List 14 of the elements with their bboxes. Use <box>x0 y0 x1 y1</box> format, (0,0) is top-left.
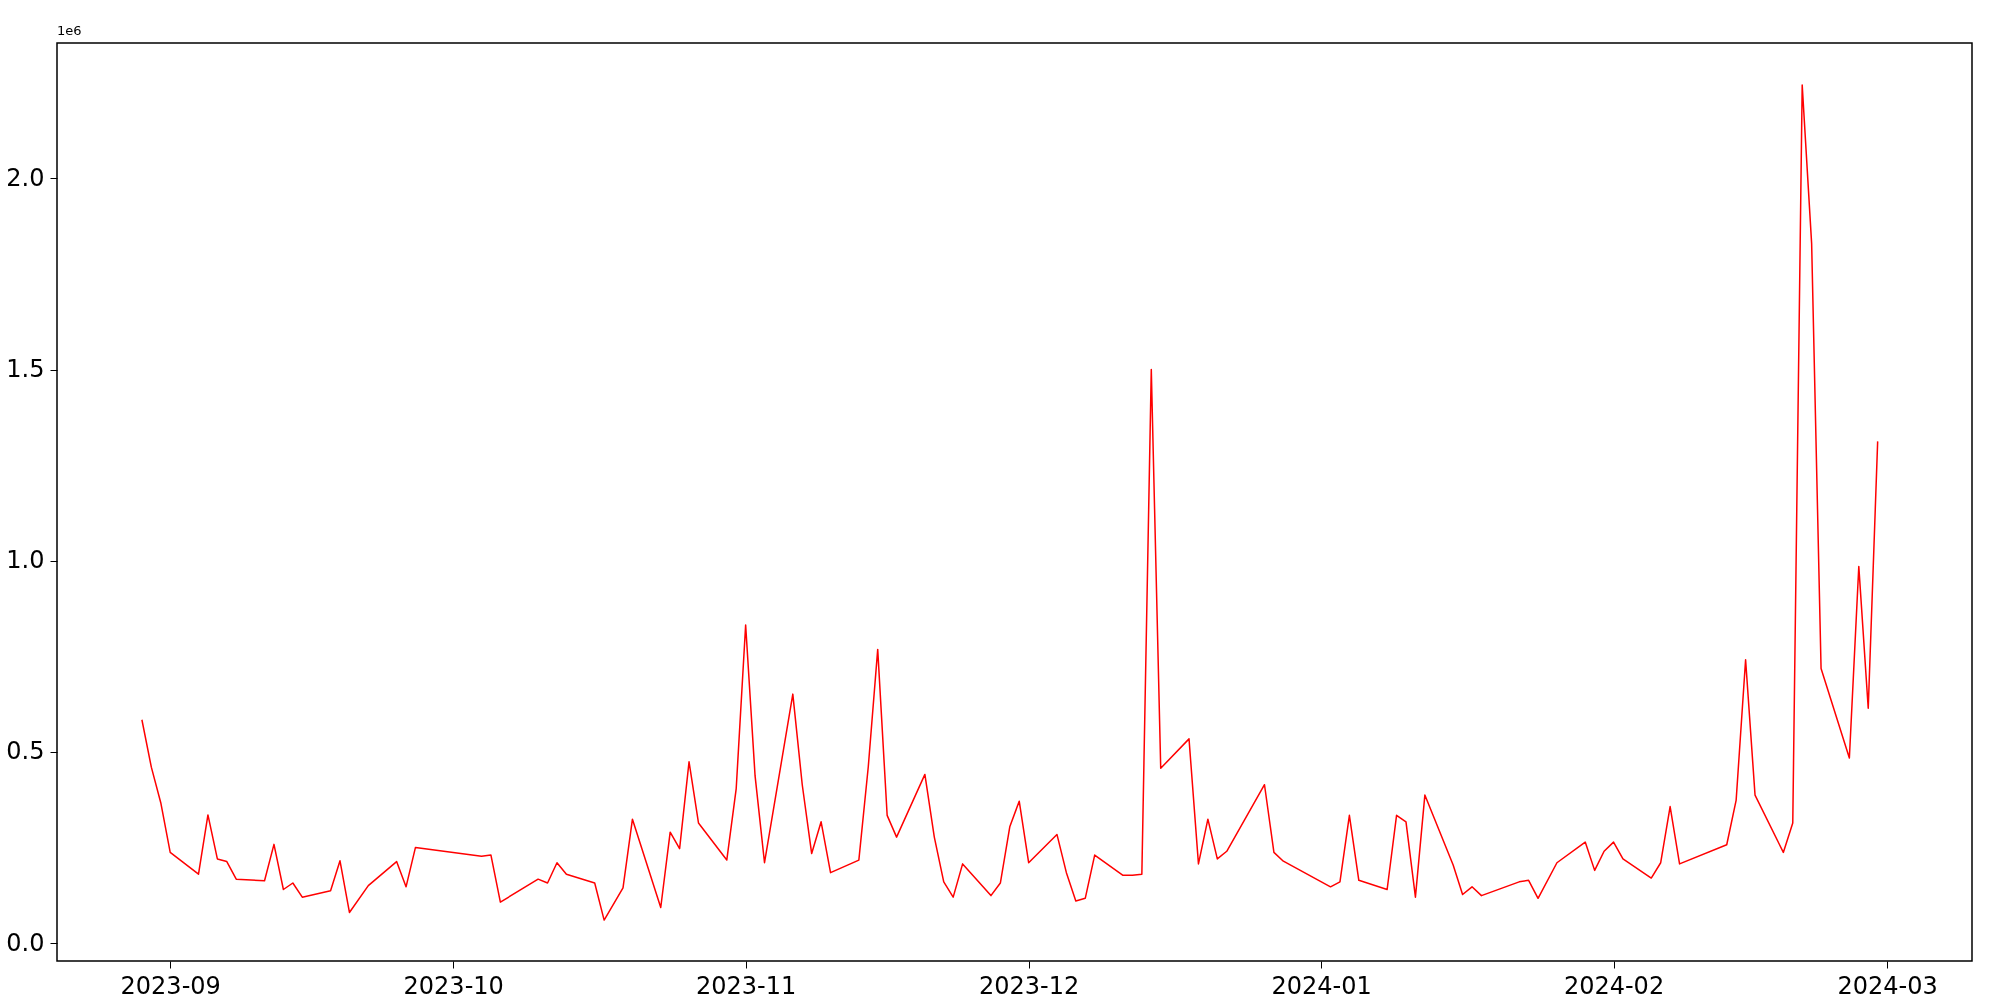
x-tick-label: 2024-02 <box>1563 971 1665 1000</box>
text: 1e6 <box>57 23 82 38</box>
y-tick-label: 0.0 <box>6 928 45 957</box>
y-tick-label: 2.0 <box>6 163 45 192</box>
x-tick-label: 2023-11 <box>696 971 797 1000</box>
y-tick-label: 1.5 <box>6 355 45 384</box>
x-tick-label: 2023-09 <box>120 971 221 1000</box>
x-tick-label: 2024-01 <box>1271 971 1372 1000</box>
y-tick-label: 0.5 <box>6 737 45 766</box>
line-series <box>141 84 1879 921</box>
x-tick-label: 2023-10 <box>403 971 504 1000</box>
x-tick-label: 2024-03 <box>1837 971 1938 1000</box>
y-tick-label: 1.0 <box>6 546 45 575</box>
x-tick-label: 2023-12 <box>979 971 1080 1000</box>
